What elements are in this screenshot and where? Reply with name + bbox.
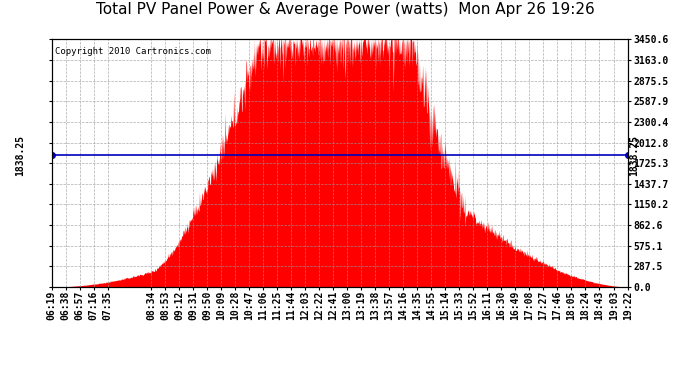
Text: Total PV Panel Power & Average Power (watts)  Mon Apr 26 19:26: Total PV Panel Power & Average Power (wa… — [96, 2, 594, 17]
Text: 1838.25: 1838.25 — [629, 135, 639, 176]
Text: Copyright 2010 Cartronics.com: Copyright 2010 Cartronics.com — [55, 47, 210, 56]
Text: 1838.25: 1838.25 — [15, 135, 25, 176]
